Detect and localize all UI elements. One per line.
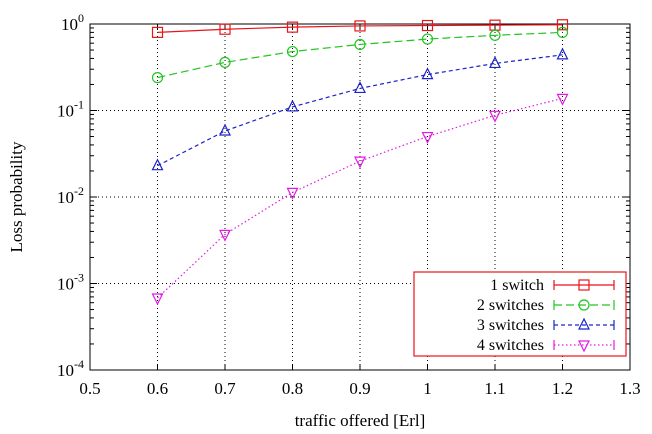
- x-tick-label: 0.8: [282, 379, 303, 398]
- legend-marker-3-switches: [578, 317, 590, 330]
- series-3-switches: [151, 47, 569, 171]
- y-tick-label: 10-1: [57, 98, 84, 121]
- data-point-3-switches: [286, 99, 299, 112]
- legend-marker-2-switches: [578, 299, 590, 311]
- data-point-3-switches: [151, 158, 164, 171]
- x-tick-label: 0.7: [214, 379, 236, 398]
- series-line-2-switches: [157, 31, 563, 79]
- data-point-4-switches: [489, 110, 501, 123]
- data-point-4-switches: [354, 156, 366, 169]
- data-point-1-switch: [151, 26, 164, 38]
- series-group: [151, 19, 569, 306]
- series-line-4-switches: [157, 97, 563, 299]
- data-point-2-switches: [489, 29, 501, 41]
- data-point-2-switches: [556, 26, 569, 38]
- data-point-3-switches: [556, 47, 569, 60]
- x-tick-label: 0.5: [79, 379, 100, 398]
- x-axis-label: traffic offered [Erl]: [295, 411, 426, 430]
- series-line-3-switches: [157, 54, 563, 167]
- y-axis-label: Loss probability: [7, 141, 26, 252]
- data-point-4-switches: [151, 293, 164, 306]
- data-point-3-switches: [421, 67, 434, 80]
- legend-label: 1 switch: [490, 277, 544, 294]
- x-tick-label: 1.3: [619, 379, 640, 398]
- data-point-2-switches: [354, 38, 366, 51]
- data-point-1-switch: [421, 19, 434, 32]
- data-point-3-switches: [489, 56, 501, 69]
- x-tick-label: 0.9: [349, 379, 370, 398]
- x-tick-label: 1.1: [484, 379, 505, 398]
- legend-label: 4 switches: [477, 337, 544, 354]
- legend-marker-1-switch: [578, 279, 590, 291]
- x-tick-label: 1: [423, 379, 432, 398]
- y-tick-label: 10-3: [57, 271, 84, 294]
- y-tick-label: 10-2: [57, 184, 84, 207]
- series-4-switches: [151, 93, 569, 306]
- data-point-2-switches: [286, 45, 299, 58]
- series-2-switches: [151, 26, 569, 84]
- legend: 1 switch 2 switches 3 switches 4 switches: [413, 271, 627, 357]
- x-tick-label: 1.2: [552, 379, 573, 398]
- series-1-switch: [151, 19, 569, 38]
- data-point-3-switches: [219, 123, 231, 136]
- data-point-1-switch: [286, 21, 299, 33]
- data-point-4-switches: [286, 187, 299, 200]
- data-point-3-switches: [354, 81, 366, 94]
- data-point-4-switches: [421, 131, 434, 144]
- data-point-2-switches: [151, 72, 164, 84]
- y-tick-label: 10-4: [57, 357, 84, 380]
- legend-marker-4-switches: [578, 340, 590, 353]
- legend-label: 2 switches: [477, 297, 544, 314]
- y-tick-label: 100: [61, 11, 84, 34]
- data-point-4-switches: [556, 93, 569, 106]
- data-point-2-switches: [421, 33, 434, 45]
- data-point-2-switches: [219, 56, 231, 68]
- x-tick-label: 0.6: [147, 379, 168, 398]
- legend-label: 3 switches: [477, 317, 544, 334]
- data-point-1-switch: [556, 19, 569, 31]
- data-point-4-switches: [219, 229, 231, 242]
- series-line-1-switch: [157, 24, 563, 33]
- data-point-1-switch: [219, 23, 231, 35]
- data-point-1-switch: [354, 20, 366, 32]
- legend-box: [413, 271, 627, 357]
